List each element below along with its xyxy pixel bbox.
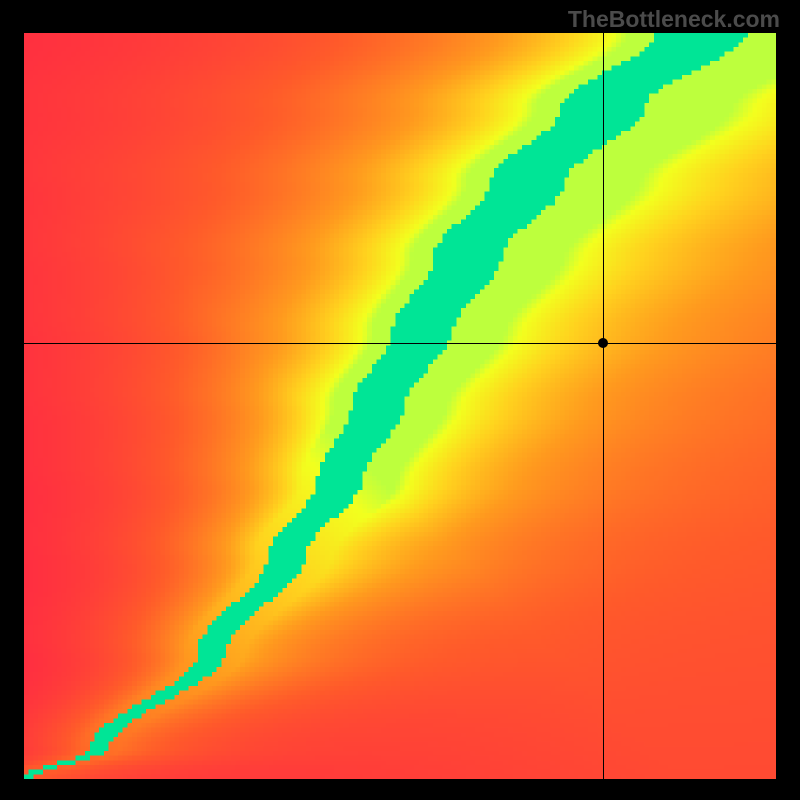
crosshair-vertical bbox=[603, 33, 604, 779]
chart-container: TheBottleneck.com bbox=[0, 0, 800, 800]
watermark-text: TheBottleneck.com bbox=[568, 6, 780, 33]
crosshair-horizontal bbox=[24, 343, 776, 344]
bottleneck-heatmap bbox=[24, 33, 776, 779]
crosshair-marker bbox=[598, 338, 608, 348]
